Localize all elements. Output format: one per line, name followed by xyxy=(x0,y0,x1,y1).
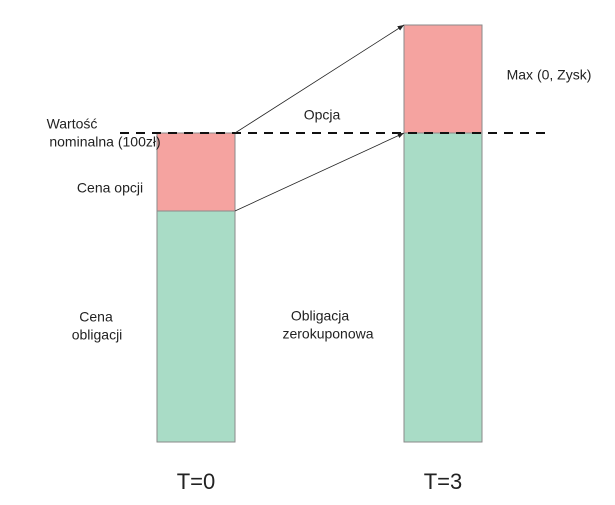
label: Obligacja xyxy=(291,308,350,324)
option-block-t0 xyxy=(156,132,236,212)
label: obligacji xyxy=(72,327,123,343)
label: zerokuponowa xyxy=(282,326,373,342)
arrow xyxy=(234,132,405,212)
label: nominalna (100zł) xyxy=(49,134,160,150)
time-label: T=0 xyxy=(177,469,216,494)
label: Opcja xyxy=(304,107,341,123)
label: Max (0, Zysk) xyxy=(507,67,592,83)
arrow xyxy=(234,24,405,134)
option-block-t3 xyxy=(403,24,483,134)
label: Cena opcji xyxy=(77,180,143,196)
time-label: T=3 xyxy=(424,469,463,494)
label: Wartość xyxy=(47,116,98,132)
bond-block-t0 xyxy=(156,210,236,443)
label: Cena xyxy=(79,309,113,325)
bond-block-t3 xyxy=(403,132,483,443)
